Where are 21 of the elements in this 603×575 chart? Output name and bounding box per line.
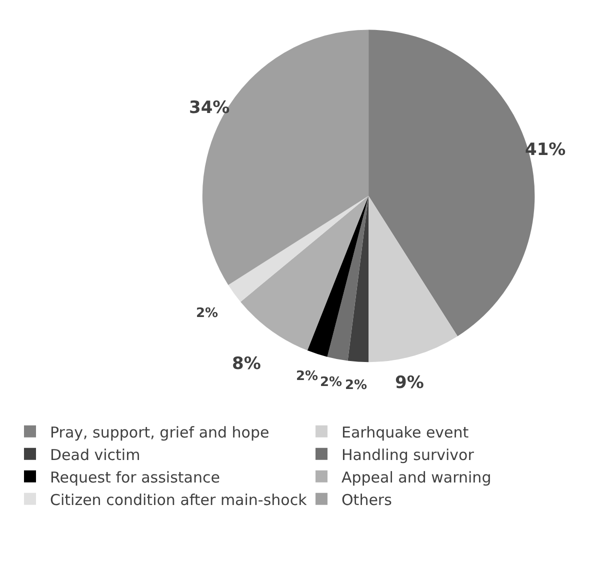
data-label: 2% (196, 306, 218, 321)
legend-label: Pray, support, grief and hope (50, 423, 270, 442)
pie-slice (368, 196, 458, 362)
legend-label: Others (342, 490, 392, 509)
pie-slice (348, 196, 369, 362)
data-label: 34% (189, 98, 230, 118)
legend-label: Dead victim (50, 446, 140, 464)
data-label: 2% (296, 369, 318, 384)
data-label: 9% (395, 373, 424, 393)
data-label: 2% (320, 375, 342, 390)
data-label: 8% (232, 354, 261, 374)
legend-label: Handling survivor (342, 446, 475, 464)
pie-slice (228, 196, 369, 302)
legend-label: Earhquake event (342, 423, 469, 442)
pie-slice (307, 196, 369, 357)
pie-slice (240, 196, 369, 350)
legend-label: Request for assistance (50, 468, 220, 486)
legend-label: Appeal and warning (342, 468, 492, 486)
pie-slice (327, 196, 369, 361)
legend-label: Citizen condition after main-shock (50, 490, 308, 509)
data-label: 2% (345, 378, 368, 393)
